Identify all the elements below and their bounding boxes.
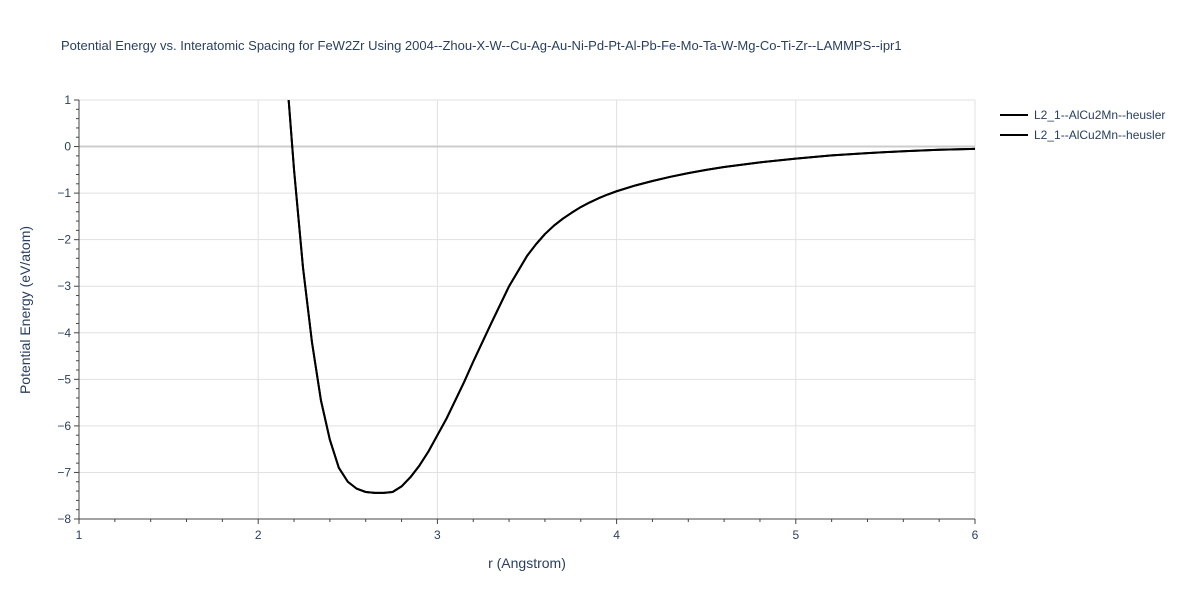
y-tick-label: −4 [57, 326, 71, 340]
y-tick-label: 1 [64, 93, 71, 107]
y-tick-label: −2 [57, 233, 71, 247]
y-tick-label: −5 [57, 372, 71, 386]
x-tick-label: 3 [434, 528, 441, 542]
x-tick-label: 4 [613, 528, 620, 542]
y-axis-title: Potential Energy (eV/atom) [17, 226, 33, 394]
series-line-2 [287, 100, 975, 494]
y-tick-label: −3 [57, 279, 71, 293]
series-lines [287, 100, 975, 494]
grid [79, 99, 976, 519]
legend-label: L2_1--AlCu2Mn--heusler [1034, 108, 1165, 122]
x-axis-title: r (Angstrom) [488, 555, 566, 571]
y-tick-label: −8 [57, 512, 71, 526]
series-line-1 [287, 100, 975, 494]
y-tick-label: −7 [57, 465, 71, 479]
legend-label: L2_1--AlCu2Mn--heusler [1034, 128, 1165, 142]
y-tick-label: −6 [57, 419, 71, 433]
x-tick-label: 5 [792, 528, 799, 542]
x-tick-label: 6 [972, 528, 979, 542]
chart-title: Potential Energy vs. Interatomic Spacing… [61, 38, 902, 53]
x-tick-label: 1 [76, 528, 83, 542]
legend: L2_1--AlCu2Mn--heusler L2_1--AlCu2Mn--heu… [1000, 108, 1165, 142]
y-tick-label: −1 [57, 186, 71, 200]
y-tick-label: 0 [64, 140, 71, 154]
axes: 1 2 3 4 5 6 1 0 −1 −2 −3 −4 −5 −6 −7 −8 [57, 93, 978, 542]
x-tick-label: 2 [255, 528, 262, 542]
